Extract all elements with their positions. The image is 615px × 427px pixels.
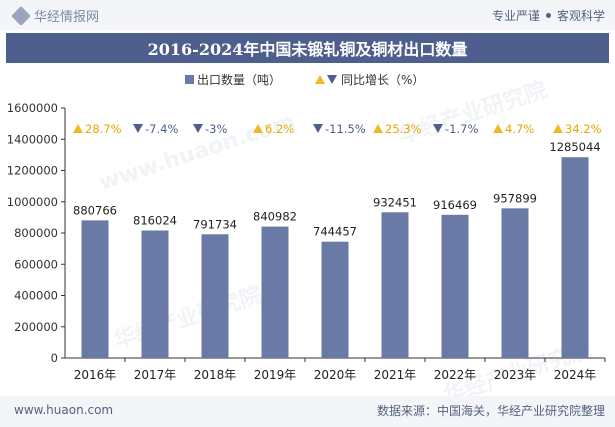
y-tick-label: 200000 <box>14 320 58 334</box>
y-tick-label: 600000 <box>14 257 58 271</box>
growth-up-triangle-icon <box>553 124 563 133</box>
bar-value-label: 816024 <box>133 213 177 227</box>
bar-value-label: 916469 <box>433 198 477 212</box>
x-tick-label: 2020年 <box>314 368 357 382</box>
bar <box>81 220 109 358</box>
growth-down-triangle-icon <box>433 124 443 133</box>
x-tick-label: 2022年 <box>434 368 477 382</box>
bar <box>441 214 469 358</box>
y-tick-label: 1000000 <box>7 195 58 209</box>
growth-label: 34.2% <box>565 122 602 136</box>
footer: www.huaon.com 数据来源：中国海关，华经产业研究院整理 <box>0 396 615 427</box>
growth-down-triangle-icon <box>133 124 143 133</box>
x-tick-label: 2019年 <box>254 368 297 382</box>
legend-swatch-export <box>185 75 194 84</box>
y-tick-label: 1600000 <box>7 101 58 115</box>
footer-website: www.huaon.com <box>14 403 114 417</box>
growth-label: 4.7% <box>505 122 534 136</box>
growth-label: 28.7% <box>85 122 122 136</box>
growth-down-triangle-icon <box>313 124 323 133</box>
tagline: 专业严谨 客观科学 <box>492 7 605 24</box>
bar-value-label: 1285044 <box>549 140 600 154</box>
bar-value-label: 957899 <box>493 191 537 205</box>
title-bar: 2016-2024年中国未锻轧铜及铜材出口数量 <box>6 33 609 63</box>
y-tick-label: 800000 <box>14 226 58 240</box>
growth-label: -11.5% <box>325 122 366 136</box>
growth-label: 25.3% <box>385 122 422 136</box>
growth-up-triangle-icon <box>493 124 503 133</box>
legend-up-triangle-icon <box>315 75 325 84</box>
growth-label: -3% <box>205 122 227 136</box>
y-tick-label: 1200000 <box>7 164 58 178</box>
growth-up-triangle-icon <box>73 124 83 133</box>
growth-down-triangle-icon <box>193 124 203 133</box>
footer-source: 数据来源：中国海关，华经产业研究院整理 <box>376 404 605 418</box>
bar-value-label: 840982 <box>253 210 297 224</box>
dot-icon <box>545 13 551 18</box>
growth-markers: 28.7% -7.4% -3% 6.2% -11.5% 25.3% -1.7% 4.7% 34.… <box>73 122 602 136</box>
y-tick-label: 1400000 <box>7 132 58 146</box>
bar <box>201 234 229 358</box>
growth-up-triangle-icon <box>373 124 383 133</box>
bar-value-label: 791734 <box>193 217 237 231</box>
bars: 880766 816024 791734 840982 744457 932451 9164… <box>73 140 601 358</box>
tagline-left: 专业严谨 <box>491 9 540 23</box>
brand-name: 华经情报网 <box>34 10 100 25</box>
bar-value-label: 932451 <box>373 195 417 209</box>
legend-label-export: 出口数量（吨） <box>197 72 281 87</box>
legend-down-triangle-icon <box>327 75 337 84</box>
x-tick-label: 2016年 <box>74 368 117 382</box>
y-tick-label: 400000 <box>14 289 58 303</box>
legend: 出口数量（吨） 同比增长（%） <box>185 72 424 87</box>
x-tick-label: 2024年 <box>554 368 597 382</box>
x-tick-label: 2023年 <box>494 368 537 382</box>
top-bar: 华经情报网 专业严谨 客观科学 <box>0 0 615 30</box>
bar <box>561 157 589 358</box>
growth-up-triangle-icon <box>253 124 263 133</box>
chart-title: 2016-2024年中国未锻轧铜及铜材出口数量 <box>147 40 468 59</box>
growth-label: 6.2% <box>265 122 294 136</box>
bar-value-label: 880766 <box>73 203 117 217</box>
bar <box>501 208 529 358</box>
bar <box>381 212 409 358</box>
y-tick-label: 0 <box>51 351 58 365</box>
bar <box>261 226 289 358</box>
growth-label: -1.7% <box>445 122 478 136</box>
x-tick-label: 2018年 <box>194 368 237 382</box>
tagline-right: 客观科学 <box>556 9 605 23</box>
axes: 0 200000 400000 600000 800000 1000000 1200000 1… <box>7 101 606 382</box>
x-tick-label: 2021年 <box>374 368 417 382</box>
x-tick-label: 2017年 <box>134 368 177 382</box>
bar <box>141 230 169 358</box>
legend-label-growth: 同比增长（%） <box>341 73 424 87</box>
brand: 华经情报网 <box>11 5 100 26</box>
bar-value-label: 744457 <box>313 225 357 239</box>
growth-label: -7.4% <box>145 122 178 136</box>
bar <box>321 241 349 358</box>
